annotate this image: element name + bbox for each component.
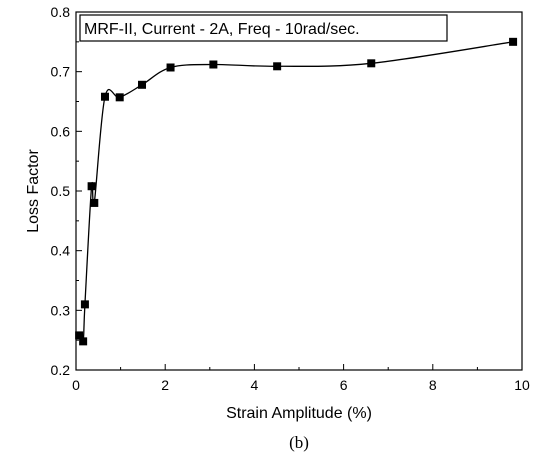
data-point [80, 300, 89, 309]
data-point [100, 92, 109, 101]
figure-caption: (b) [289, 433, 309, 452]
data-point [166, 63, 175, 72]
axis-ticks [75, 11, 523, 371]
y-tick-label: 0.7 [51, 64, 71, 80]
legend-text: MRF-II, Current - 2A, Freq - 10rad/sec. [84, 21, 360, 38]
tick-labels: 0 2 4 6 8 10 0.2 0.3 0.4 0.5 0.6 0.7 0.8 [51, 4, 530, 393]
x-tick-label: 6 [340, 377, 348, 393]
x-tick-label: 10 [514, 377, 530, 393]
data-point [87, 182, 96, 191]
legend-box [79, 14, 448, 42]
x-axis-title: Strain Amplitude (%) [226, 405, 372, 422]
series-markers [75, 37, 518, 346]
data-point [209, 60, 218, 69]
x-tick-label: 0 [72, 377, 80, 393]
data-point [90, 198, 99, 207]
data-point [79, 337, 88, 346]
data-point [138, 80, 147, 89]
legend: MRF-II, Current - 2A, Freq - 10rad/sec. [79, 14, 448, 42]
data-point [509, 37, 518, 46]
data-point [115, 93, 124, 102]
y-tick-label: 0.3 [51, 302, 71, 318]
y-tick-label: 0.6 [51, 123, 71, 139]
x-tick-label: 8 [429, 377, 437, 393]
y-tick-label: 0.8 [51, 4, 71, 20]
data-point [367, 59, 376, 68]
y-tick-label: 0.4 [51, 243, 71, 259]
x-tick-label: 4 [251, 377, 259, 393]
data-point [75, 331, 84, 340]
y-tick-label: 0.5 [51, 183, 71, 199]
x-tick-label: 2 [161, 377, 169, 393]
y-axis-title: Loss Factor [25, 149, 42, 233]
y-tick-label: 0.2 [51, 362, 71, 378]
data-point [273, 62, 282, 71]
